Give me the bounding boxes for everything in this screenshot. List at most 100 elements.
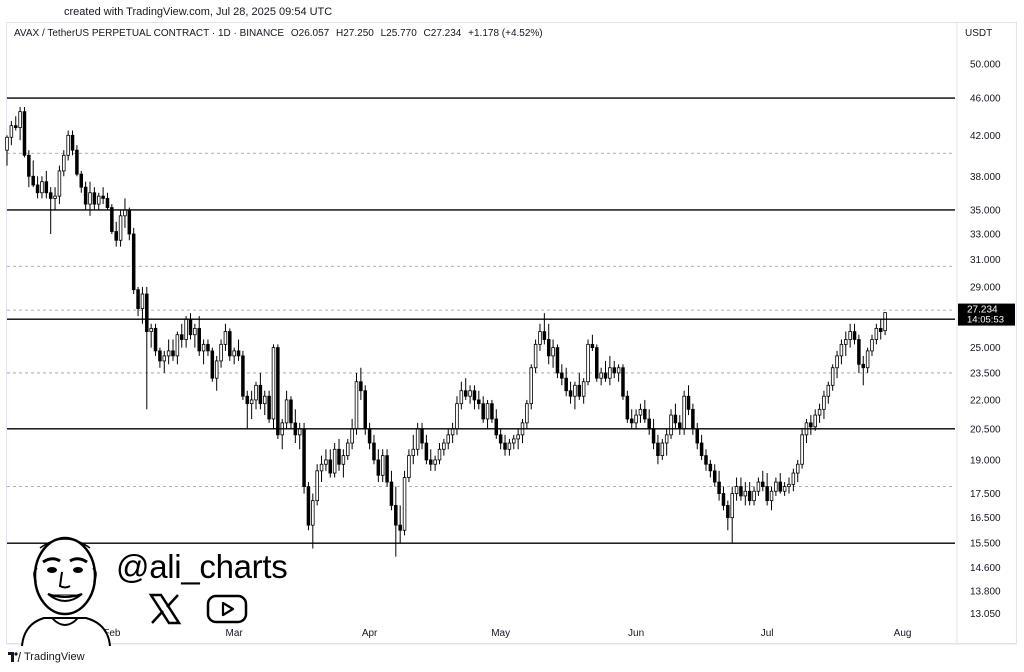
candle-down bbox=[267, 395, 271, 420]
candle-up bbox=[507, 442, 512, 450]
candle-up bbox=[835, 355, 839, 369]
y-tick-label: 14.600 bbox=[970, 563, 1001, 574]
ohlc-high: H27.250 bbox=[336, 28, 374, 39]
candle-down bbox=[568, 390, 573, 397]
candle-down bbox=[481, 403, 485, 420]
candle-down bbox=[136, 289, 140, 310]
candle-up bbox=[660, 442, 665, 457]
author-handle: @ali_charts bbox=[116, 548, 288, 585]
candle-up bbox=[284, 399, 289, 424]
currency-label[interactable]: USDT bbox=[965, 28, 993, 39]
candle-up bbox=[324, 459, 328, 465]
y-tick-label: 31.000 bbox=[970, 255, 1001, 266]
candle-up bbox=[118, 215, 123, 241]
candle-down bbox=[726, 505, 730, 519]
candle-down bbox=[721, 493, 726, 506]
candle-down bbox=[372, 442, 376, 461]
candle-up bbox=[175, 334, 180, 357]
candle-down bbox=[739, 486, 743, 497]
candle-down bbox=[101, 195, 105, 199]
last-price-tag bbox=[958, 303, 1015, 326]
candle-up bbox=[62, 154, 66, 172]
candle-up bbox=[9, 125, 14, 138]
candle-up bbox=[485, 403, 490, 420]
candle-up bbox=[123, 209, 127, 217]
candle-down bbox=[546, 339, 551, 357]
y-tick-label: 25.000 bbox=[970, 343, 1001, 354]
candle-up bbox=[297, 428, 302, 436]
y-tick-label: 46.000 bbox=[970, 94, 1001, 105]
candle-up bbox=[599, 372, 603, 379]
candle-down bbox=[420, 428, 424, 444]
candle-down bbox=[747, 490, 752, 502]
watermark-text: TradingView bbox=[24, 651, 85, 663]
y-tick-label: 33.000 bbox=[970, 230, 1001, 241]
candle-down bbox=[210, 350, 215, 379]
candle-down bbox=[75, 149, 79, 175]
candle-up bbox=[608, 367, 612, 379]
candle-down bbox=[105, 197, 110, 208]
candle-up bbox=[140, 293, 145, 310]
x-tick-label: Apr bbox=[362, 628, 378, 639]
candle-down bbox=[809, 422, 813, 428]
candle-down bbox=[861, 363, 866, 369]
candle-up bbox=[254, 384, 258, 401]
candle-up bbox=[795, 463, 800, 474]
candle-down bbox=[477, 399, 481, 405]
candle-down bbox=[691, 408, 695, 430]
candle-down bbox=[92, 192, 97, 205]
candle-up bbox=[638, 408, 643, 416]
candle-up bbox=[193, 328, 197, 336]
candle-down bbox=[708, 463, 713, 472]
candle-down bbox=[490, 403, 494, 420]
candle-up bbox=[516, 434, 520, 440]
candle-down bbox=[114, 231, 118, 241]
candle-down bbox=[603, 372, 608, 379]
ohlc-low: L25.770 bbox=[380, 28, 417, 39]
candle-up bbox=[311, 500, 315, 526]
ohlc-close: C27.234 bbox=[423, 28, 462, 39]
candle-up bbox=[874, 328, 879, 340]
candle-down bbox=[398, 524, 402, 531]
y-tick-label: 15.500 bbox=[970, 539, 1001, 550]
countdown-timer: 14:05:53 bbox=[967, 315, 1004, 326]
candle-up bbox=[57, 170, 62, 197]
candle-down bbox=[494, 418, 499, 436]
candle-down bbox=[44, 181, 49, 194]
x-tick-label: May bbox=[491, 628, 510, 639]
candle-up bbox=[346, 442, 350, 457]
candle-up bbox=[66, 134, 70, 156]
candle-up bbox=[262, 395, 267, 405]
candle-up bbox=[787, 483, 791, 488]
candle-down bbox=[429, 459, 433, 465]
candle-up bbox=[822, 395, 826, 410]
candle-up bbox=[883, 312, 887, 332]
y-tick-label: 35.000 bbox=[970, 205, 1001, 216]
candle-up bbox=[734, 486, 739, 494]
candle-up bbox=[415, 428, 420, 450]
candle-up bbox=[459, 390, 464, 405]
candle-up bbox=[315, 470, 319, 502]
candle-up bbox=[581, 381, 586, 397]
candle-down bbox=[35, 184, 40, 194]
symbol-title[interactable]: AVAX / TetherUS PERPETUAL CONTRACT · 1D … bbox=[14, 28, 285, 39]
candle-down bbox=[158, 350, 162, 362]
candle-up bbox=[219, 343, 223, 362]
tradingview-watermark[interactable]: TradingView bbox=[8, 651, 85, 663]
candle-up bbox=[525, 403, 529, 424]
y-tick-label: 16.500 bbox=[970, 513, 1001, 524]
candle-up bbox=[743, 490, 748, 497]
y-tick-label: 19.000 bbox=[970, 455, 1001, 466]
candle-up bbox=[446, 434, 450, 444]
candle-down bbox=[651, 428, 656, 444]
candle-down bbox=[472, 390, 477, 401]
candle-up bbox=[214, 360, 219, 379]
y-tick-label: 13.800 bbox=[970, 586, 1001, 597]
candle-up bbox=[341, 455, 346, 465]
candle-down bbox=[612, 367, 616, 374]
candle-up bbox=[18, 111, 22, 128]
candle-up bbox=[232, 350, 236, 357]
candle-down bbox=[245, 395, 250, 405]
candle-up bbox=[756, 481, 761, 492]
